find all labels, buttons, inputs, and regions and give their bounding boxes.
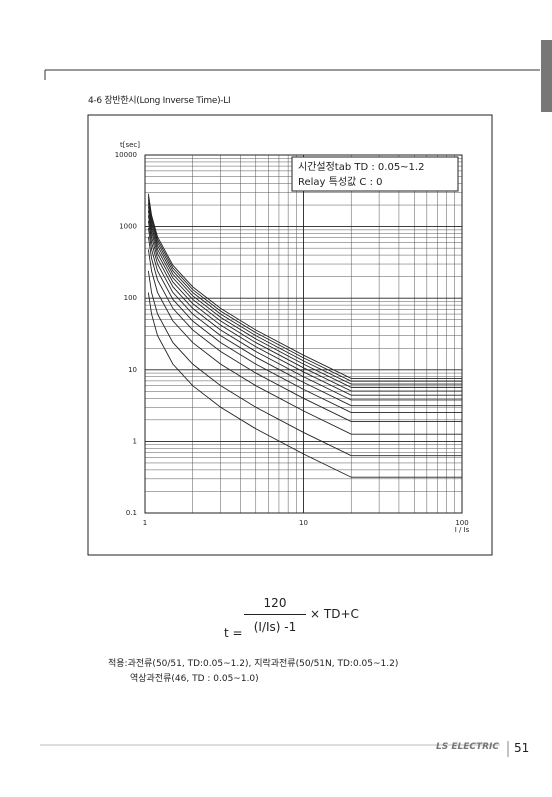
curve	[147, 292, 462, 478]
formula-lhs: t =	[224, 626, 243, 640]
page-number: 51	[514, 741, 530, 755]
curve	[147, 215, 462, 401]
note: 적용:과전류(50/51, TD:0.05~1.2), 지락과전류(50/51N…	[108, 659, 399, 669]
brand-logo: LS ELECTRIC	[436, 742, 500, 752]
y-axis-label: t[sec]	[120, 141, 140, 149]
curve	[147, 202, 462, 388]
x-tick-label: 100	[455, 519, 468, 527]
curve	[147, 249, 462, 435]
formula-numerator: 120	[263, 596, 287, 610]
curve	[147, 210, 462, 396]
x-axis-label: I / Is	[455, 526, 470, 534]
curve	[147, 193, 462, 379]
plot-border	[144, 154, 463, 514]
section-title: 4-6 장반한시(Long Inverse Time)-LI	[88, 96, 231, 106]
y-tick-label: 0.1	[126, 509, 137, 517]
formula-denominator: (I/Is) -1	[253, 620, 297, 634]
curve	[147, 196, 462, 382]
note: 역상과전류(46, TD : 0.05~1.0)	[130, 674, 259, 684]
side-tab	[541, 40, 552, 112]
annotation: Relay 특성값 C : 0	[298, 176, 383, 188]
curve	[147, 220, 462, 407]
y-tick-label: 100	[124, 294, 137, 302]
fraction-bar	[244, 614, 306, 615]
curve	[147, 199, 462, 385]
y-tick-label: 10000	[115, 151, 137, 159]
formula-rhs: × TD+C	[310, 607, 359, 621]
annotation: 시간설정tab TD : 0.05~1.2	[298, 161, 424, 173]
x-tick-label: 1	[143, 519, 147, 527]
x-tick-label: 10	[299, 519, 308, 527]
chart-frame	[87, 114, 493, 556]
y-tick-label: 1	[133, 437, 137, 445]
curve	[147, 206, 462, 392]
y-tick-label: 10	[128, 366, 137, 374]
curve	[147, 227, 462, 414]
y-tick-label: 1000	[119, 223, 137, 231]
annotation-box	[291, 156, 459, 192]
curve	[147, 236, 462, 422]
curve	[147, 270, 462, 457]
